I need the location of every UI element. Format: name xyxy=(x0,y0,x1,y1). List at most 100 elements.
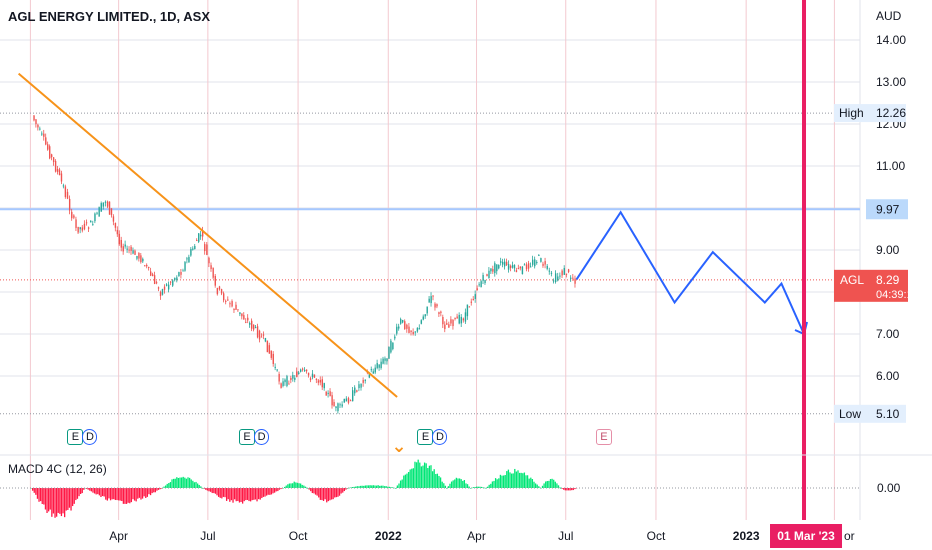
candle-body xyxy=(496,264,498,272)
macd-bar xyxy=(327,488,329,502)
candle-body xyxy=(454,318,456,320)
dividend-icon[interactable]: D xyxy=(254,429,270,445)
macd-bar xyxy=(296,482,299,488)
candle-body xyxy=(400,319,402,324)
dividend-icon[interactable]: D xyxy=(82,429,98,445)
macd-bar xyxy=(51,488,53,517)
macd-bar xyxy=(235,488,237,502)
macd-bar xyxy=(353,486,355,488)
candle-body xyxy=(161,289,164,295)
candle-body xyxy=(394,336,396,339)
candle-body xyxy=(478,284,480,286)
macd-bar xyxy=(433,469,435,488)
macd-bar xyxy=(171,479,173,488)
candle-body xyxy=(398,326,400,329)
price-series xyxy=(33,115,576,414)
candle-body xyxy=(406,324,408,329)
macd-indicator-label[interactable]: MACD 4C (12, 26) xyxy=(8,462,107,476)
macd-bar xyxy=(306,488,309,489)
macd-bar xyxy=(193,482,196,488)
candle-body xyxy=(176,277,178,281)
candle-body xyxy=(50,154,53,158)
macd-bar xyxy=(185,478,188,488)
macd-bar xyxy=(280,488,282,490)
candle-body xyxy=(505,261,508,265)
candle-body xyxy=(519,266,522,269)
macd-bar xyxy=(496,479,498,488)
projection-path[interactable] xyxy=(575,210,805,335)
earnings-icon[interactable]: E xyxy=(595,429,612,445)
candle-body xyxy=(396,326,398,334)
candle-body xyxy=(563,268,565,275)
candle-body xyxy=(155,282,158,284)
macd-bar xyxy=(431,471,434,488)
candle-body xyxy=(186,258,188,260)
candle-body xyxy=(52,157,55,163)
macd-bar xyxy=(343,488,345,492)
earnings-icon[interactable]: E xyxy=(67,429,84,445)
earnings-icon[interactable]: E xyxy=(417,429,434,445)
macd-bar xyxy=(425,463,427,488)
macd-bar xyxy=(520,472,522,488)
candle-body xyxy=(354,387,356,394)
candle-body xyxy=(460,316,463,324)
macd-bar xyxy=(293,481,295,488)
candle-body xyxy=(542,263,544,266)
macd-bar xyxy=(472,487,475,488)
candle-body xyxy=(157,287,160,289)
candle-body xyxy=(200,234,202,237)
macd-bar xyxy=(335,488,337,498)
macd-bar xyxy=(510,473,513,488)
macd-bar xyxy=(285,485,287,488)
trendline[interactable] xyxy=(17,72,398,398)
candle-body xyxy=(464,312,467,322)
dividend-icon[interactable]: D xyxy=(432,429,448,445)
macd-bar xyxy=(36,488,39,499)
macd-bar xyxy=(233,488,236,500)
macd-bar xyxy=(38,488,40,502)
macd-bar xyxy=(372,485,374,488)
macd-bar xyxy=(337,488,339,497)
macd-bar xyxy=(227,488,229,500)
candle-body xyxy=(486,274,488,277)
candle-body xyxy=(452,319,454,327)
macd-bar xyxy=(208,488,210,492)
macd-bar xyxy=(322,488,325,501)
earnings-icon[interactable]: E xyxy=(239,429,256,445)
candle-body xyxy=(345,398,348,402)
macd-bar xyxy=(105,488,107,500)
candle-body xyxy=(523,264,526,266)
macd-bar xyxy=(480,486,483,488)
high-label: High xyxy=(839,106,864,120)
candle-body xyxy=(494,263,496,274)
macd-bar xyxy=(525,475,527,488)
candle-body xyxy=(554,273,557,283)
macd-bar xyxy=(444,485,447,488)
candle-body xyxy=(79,227,81,230)
macd-bar xyxy=(262,488,265,497)
macd-bar xyxy=(463,479,466,488)
candle-body xyxy=(62,185,65,187)
candle-body xyxy=(565,273,568,275)
macd-bar xyxy=(485,488,487,489)
candle-body xyxy=(450,319,452,324)
macd-bar xyxy=(65,488,67,511)
price-tick-label: 13.00 xyxy=(876,75,906,89)
candle-body xyxy=(148,266,150,268)
price-levels xyxy=(0,112,860,415)
grid xyxy=(0,0,861,520)
candle-body xyxy=(68,198,71,211)
macd-bar xyxy=(420,466,423,488)
macd-bar xyxy=(35,488,37,495)
candle-body xyxy=(92,224,94,226)
macd-bar xyxy=(574,488,576,490)
macd-bar xyxy=(371,485,373,488)
macd-bar xyxy=(545,481,547,488)
macd-bar xyxy=(450,481,453,488)
candle-body xyxy=(146,264,148,267)
candle-body xyxy=(488,270,490,279)
macd-bar xyxy=(571,488,573,491)
candle-body xyxy=(85,222,88,224)
